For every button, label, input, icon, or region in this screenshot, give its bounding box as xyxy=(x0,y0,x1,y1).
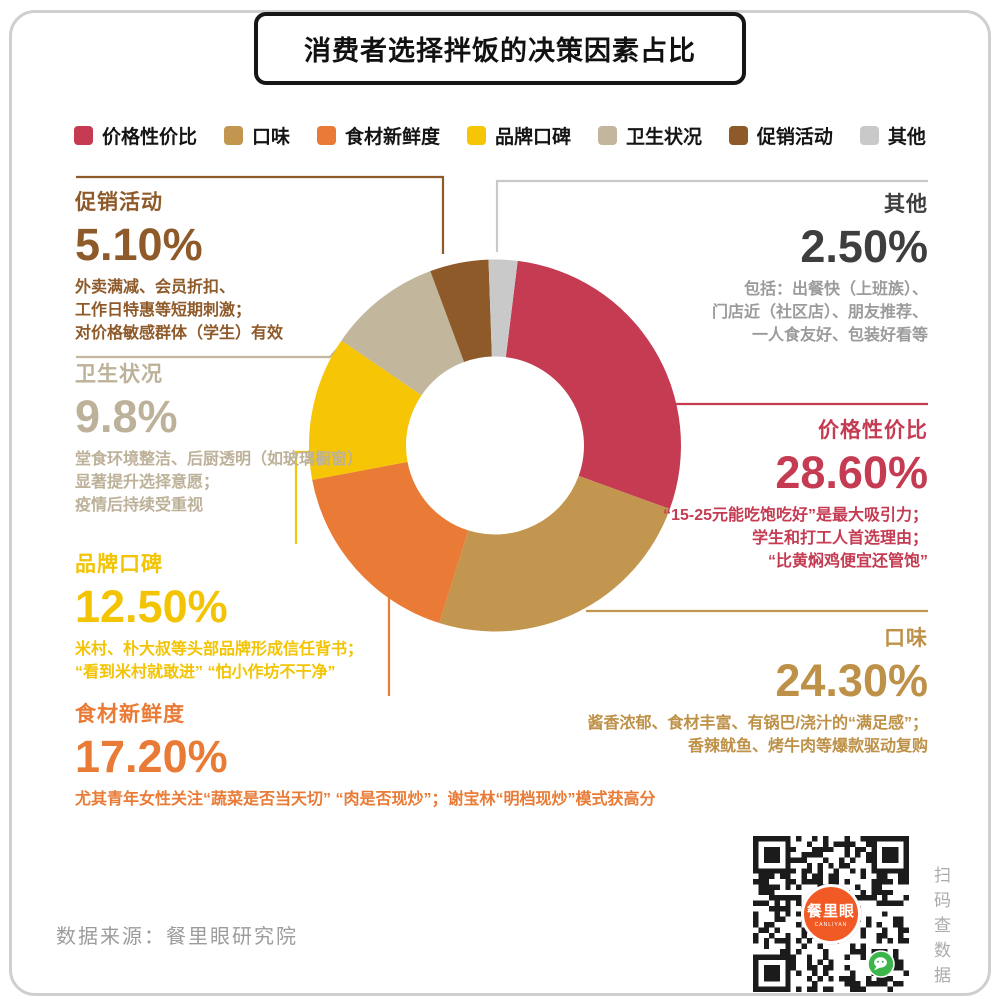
desc-line: 堂食环境整洁、后厨透明（如玻璃橱窗） xyxy=(75,451,364,469)
donut-slices xyxy=(309,259,682,632)
legend-swatch-icon xyxy=(74,126,93,145)
annotation-fresh-heading: 食材新鲜度 xyxy=(75,703,185,726)
brand-logo-subtext: CANLIYAN xyxy=(814,922,848,928)
wechat-icon xyxy=(867,950,895,978)
donut-slice-1 xyxy=(439,475,670,632)
donut-slice-3 xyxy=(309,340,422,480)
brand-logo-text: 餐里眼 xyxy=(806,903,855,920)
desc-line: 酱香浓郁、食材丰富、有锅巴/浇汁的“满足感”； xyxy=(587,715,928,733)
desc-line: 工作日特惠等短期刺激； xyxy=(75,301,252,319)
annotation-brand-heading: 品牌口碑 xyxy=(75,553,163,576)
wechat-icon-bubble xyxy=(874,957,887,968)
annotation-taste-desc: 酱香浓郁、食材丰富、有锅巴/浇汁的“满足感”； 香辣鱿鱼、烤牛肉等爆款驱动复购 xyxy=(588,713,928,758)
legend-label: 品牌口碑 xyxy=(494,127,571,148)
desc-line: 香辣鱿鱼、烤牛肉等爆款驱动复购 xyxy=(687,737,928,755)
title-box: 消费者选择拌饭的决策因素占比 xyxy=(254,12,746,85)
desc-line: 尤其青年女性关注“蔬菜是否当天切” “肉是否现炒”；谢宝林“明档现炒”模式获高分 xyxy=(75,791,656,809)
chart-legend: 价格性价比 口味 食材新鲜度 品牌口碑 卫生状况 促销活动 其他 xyxy=(74,122,926,149)
desc-line: 米村、朴大叔等头部品牌形成信任背书； xyxy=(75,641,364,659)
connector-other xyxy=(495,179,928,252)
annotation-taste-heading: 口味 xyxy=(884,627,928,650)
desc-line: “15-25元能吃饱吃好”是最大吸引力； xyxy=(663,507,928,525)
annotation-promo: 促销活动 5.10% 外卖满减、会员折扣、 工作日特惠等短期刺激； 对价格敏感群… xyxy=(75,186,283,345)
legend-item-0: 价格性价比 xyxy=(74,122,197,149)
annotation-taste: 口味 24.30% 酱香浓郁、食材丰富、有锅巴/浇汁的“满足感”； 香辣鱿鱼、烤… xyxy=(588,622,928,759)
desc-line: 门店近（社区店）、朋友推荐、 xyxy=(711,303,928,321)
donut-slice-5 xyxy=(430,259,492,363)
brand-logo: 餐里眼 CANLIYAN xyxy=(801,884,861,944)
annotation-brand: 品牌口碑 12.50% 米村、朴大叔等头部品牌形成信任背书； “看到米村就敢进”… xyxy=(75,548,363,685)
annotation-fresh: 食材新鲜度 17.20% 尤其青年女性关注“蔬菜是否当天切” “肉是否现炒”；谢… xyxy=(75,698,655,812)
legend-item-5: 促销活动 xyxy=(728,122,833,149)
annotation-other: 其他 2.50% 包括：出餐快（上班族）、 门店近（社区店）、朋友推荐、 一人食… xyxy=(712,188,928,347)
legend-item-1: 口味 xyxy=(223,122,290,149)
desc-line: 外卖满减、会员折扣、 xyxy=(75,279,236,297)
annotation-price-desc: “15-25元能吃饱吃好”是最大吸引力； 学生和打工人首选理由； “比黄焖鸡便宜… xyxy=(663,505,928,573)
annotation-price-value: 28.60% xyxy=(775,447,928,498)
annotation-brand-value: 12.50% xyxy=(75,581,228,632)
annotation-price-heading: 价格性价比 xyxy=(818,419,928,442)
connector-brand xyxy=(294,450,311,544)
legend-label: 卫生状况 xyxy=(625,127,702,148)
annotation-hygiene: 卫生状况 9.8% 堂食环境整洁、后厨透明（如玻璃橱窗） 显著提升选择意愿； 疫… xyxy=(75,358,363,517)
wechat-icon-eye-left xyxy=(877,960,879,963)
donut-slice-6 xyxy=(488,259,518,358)
annotation-hygiene-value: 9.8% xyxy=(75,391,178,442)
annotation-fresh-desc: 尤其青年女性关注“蔬菜是否当天切” “肉是否现炒”；谢宝林“明档现炒”模式获高分 xyxy=(75,789,655,812)
annotation-taste-value: 24.30% xyxy=(775,655,928,706)
legend-swatch-icon xyxy=(466,126,486,145)
legend-item-6: 其他 xyxy=(859,122,926,149)
wechat-icon-bubble-tail xyxy=(874,966,880,971)
qr-code: 餐里眼 CANLIYAN xyxy=(753,836,910,993)
annotation-hygiene-desc: 堂食环境整洁、后厨透明（如玻璃橱窗） 显著提升选择意愿； 疫情后持续受重视 xyxy=(75,449,363,517)
annotation-promo-desc: 外卖满减、会员折扣、 工作日特惠等短期刺激； 对价格敏感群体（学生）有效 xyxy=(75,277,283,345)
donut-slice-2 xyxy=(312,461,469,623)
legend-swatch-icon xyxy=(316,126,336,145)
legend-label: 价格性价比 xyxy=(102,127,198,148)
annotation-hygiene-heading: 卫生状况 xyxy=(75,363,163,386)
desc-line: 对价格敏感群体（学生）有效 xyxy=(75,324,284,342)
legend-swatch-icon xyxy=(223,126,243,145)
desc-line: 疫情后持续受重视 xyxy=(75,496,204,514)
donut-slice-4 xyxy=(341,271,465,396)
desc-line: 一人食友好、包装好看等 xyxy=(751,326,928,344)
legend-item-4: 卫生状况 xyxy=(597,122,702,149)
annotation-promo-heading: 促销活动 xyxy=(75,191,163,214)
page-title: 消费者选择拌饭的决策因素占比 xyxy=(304,36,696,66)
annotation-fresh-value: 17.20% xyxy=(75,731,228,782)
connector-promo xyxy=(76,175,445,254)
legend-item-3: 品牌口碑 xyxy=(466,122,571,149)
legend-item-2: 食材新鲜度 xyxy=(316,122,440,149)
data-source-note: 数据来源：餐里眼研究院 xyxy=(56,926,298,948)
legend-label: 食材新鲜度 xyxy=(344,127,440,148)
desc-line: “比黄焖鸡便宜还管饱” xyxy=(767,552,928,570)
legend-swatch-icon xyxy=(859,126,879,145)
qr-caption: 扫码查数据 xyxy=(931,866,950,991)
wechat-icon-eye-right xyxy=(881,960,884,963)
annotation-brand-desc: 米村、朴大叔等头部品牌形成信任背书； “看到米村就敢进” “怕小作坊不干净” xyxy=(75,639,363,684)
legend-label: 口味 xyxy=(251,127,290,148)
legend-swatch-icon xyxy=(597,126,617,145)
annotation-other-value: 2.50% xyxy=(800,221,928,272)
annotation-promo-value: 5.10% xyxy=(75,219,203,270)
desc-line: 学生和打工人首选理由； xyxy=(751,529,928,547)
legend-label: 其他 xyxy=(887,127,926,148)
desc-line: 包括：出餐快（上班族）、 xyxy=(743,281,928,299)
annotation-price: 价格性价比 28.60% “15-25元能吃饱吃好”是最大吸引力； 学生和打工人… xyxy=(663,414,928,573)
legend-label: 促销活动 xyxy=(756,127,833,148)
annotation-other-desc: 包括：出餐快（上班族）、 门店近（社区店）、朋友推荐、 一人食友好、包装好看等 xyxy=(712,279,928,347)
desc-line: 显著提升选择意愿； xyxy=(75,473,220,491)
legend-swatch-icon xyxy=(728,126,748,145)
desc-line: “看到米村就敢进” “怕小作坊不干净” xyxy=(75,663,336,681)
donut-slice-0 xyxy=(505,260,682,509)
annotation-other-heading: 其他 xyxy=(884,193,928,216)
